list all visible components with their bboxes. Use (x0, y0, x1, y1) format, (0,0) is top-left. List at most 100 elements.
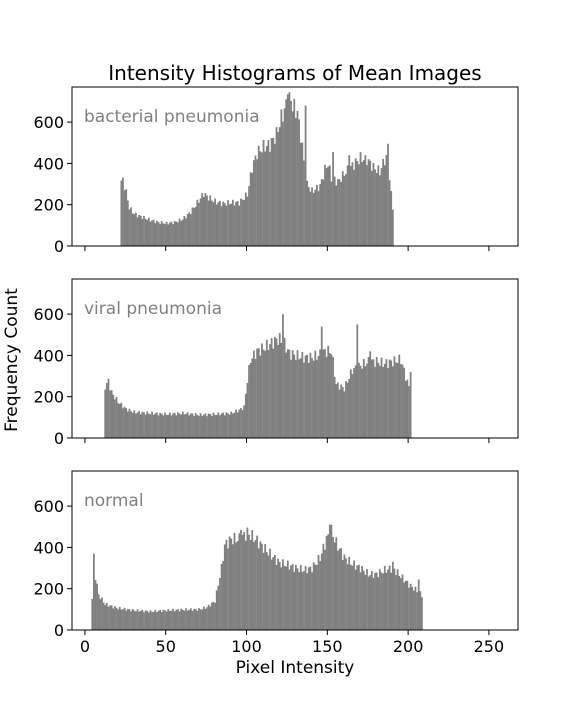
histogram-bar (154, 609, 157, 630)
histogram-bar (183, 215, 186, 246)
histogram-bar (149, 610, 152, 630)
histogram-bar (333, 376, 336, 438)
histogram-bar (372, 577, 375, 630)
histogram-bar (191, 610, 194, 630)
histogram-bar (272, 137, 275, 246)
histogram-bar (286, 560, 289, 630)
histogram-bar (361, 368, 364, 438)
histogram-bar (206, 416, 208, 438)
chart-title: Intensity Histograms of Mean Images (108, 61, 481, 85)
histogram-panel: 0 200 400 600 bacterial pneumonia (33, 86, 519, 256)
histogram-bar (252, 542, 255, 630)
histogram-bar (173, 611, 176, 630)
histogram-bar (207, 604, 210, 630)
histogram-bar (314, 189, 317, 246)
histogram-bar (238, 205, 241, 246)
histogram-bar (172, 413, 174, 438)
histogram-bar (217, 585, 220, 630)
histogram-bar (332, 152, 334, 246)
histogram-bar (185, 413, 187, 438)
histogram-bar (107, 606, 110, 630)
histogram-bar (231, 413, 234, 438)
y-tick-label: 200 (33, 580, 64, 599)
histogram-bar (314, 564, 317, 630)
histogram-bar (380, 572, 383, 630)
histogram-bar (188, 212, 191, 246)
histogram-bar (264, 151, 267, 246)
histogram-bar (93, 553, 95, 630)
histogram-bar (290, 565, 292, 630)
histogram-bar (118, 607, 121, 630)
histogram-bar (283, 565, 286, 630)
histogram-bar (249, 172, 252, 246)
histogram-bar (312, 360, 315, 438)
x-axis-label: Pixel Intensity (236, 658, 355, 678)
histogram-bar (285, 352, 288, 438)
histogram-bar (295, 118, 297, 246)
histogram-bar (109, 390, 111, 438)
histogram-bar (248, 534, 250, 630)
histogram-bar (220, 563, 223, 630)
histogram-bar (324, 349, 326, 438)
histogram-bar (370, 359, 373, 438)
histogram-bar (97, 594, 100, 630)
histogram-bar (325, 535, 328, 630)
histogram-bar (306, 573, 309, 630)
histogram-bar (333, 176, 336, 246)
histogram-bar (117, 609, 120, 630)
histogram-bar (322, 179, 325, 246)
histogram-bar (354, 365, 357, 438)
histogram-bar (390, 360, 393, 438)
x-tick-label: 250 (474, 637, 505, 656)
histogram-bar (367, 576, 370, 630)
histogram-bar (398, 354, 401, 438)
histogram-bar (319, 561, 322, 630)
histogram-bar (210, 415, 213, 438)
histogram-bar (185, 218, 187, 246)
histogram-bar (330, 181, 333, 246)
histogram-bar (291, 111, 294, 246)
histogram-bar (280, 342, 283, 438)
histogram-bar (210, 200, 213, 246)
histogram-bar (152, 414, 155, 438)
histogram-bar (223, 415, 226, 438)
histogram-bar (133, 214, 136, 246)
histogram-bar (175, 415, 178, 438)
histogram-bar (233, 205, 236, 246)
histogram-bar (417, 579, 420, 630)
histogram-bar (193, 608, 195, 630)
histogram-bar (288, 92, 291, 246)
histogram-bar (130, 611, 132, 630)
histogram-bar (277, 558, 279, 630)
histogram-bar (322, 349, 325, 438)
histogram-bar (164, 412, 166, 438)
histogram-bar (317, 554, 320, 630)
histogram-bar (209, 195, 212, 246)
histogram-bar (164, 223, 166, 246)
histogram-bar (107, 378, 110, 438)
histogram-bar (340, 548, 343, 630)
histogram-bar (346, 564, 349, 630)
y-tick-label: 600 (33, 497, 64, 516)
histogram-bar (141, 218, 144, 246)
histogram-bar (278, 333, 281, 438)
histogram-bar (244, 393, 247, 438)
histogram-bar (114, 399, 116, 438)
histogram-bar (383, 165, 386, 246)
histogram-bar (346, 382, 349, 438)
histogram-bar (177, 222, 179, 246)
histogram-bar (251, 358, 254, 438)
histogram-bar (345, 174, 347, 246)
histogram-bar (125, 408, 128, 438)
histogram-bar (341, 387, 344, 438)
histogram-bar (356, 565, 359, 630)
histogram-bar (194, 608, 197, 630)
histogram-bar (337, 550, 339, 630)
histogram-bar (178, 413, 181, 438)
histogram-bar (332, 357, 334, 438)
histogram-bar (270, 138, 273, 246)
histogram-bar (222, 201, 225, 246)
histogram-bar (236, 541, 239, 630)
histogram-bar (167, 224, 170, 246)
histogram-bar (324, 549, 326, 630)
